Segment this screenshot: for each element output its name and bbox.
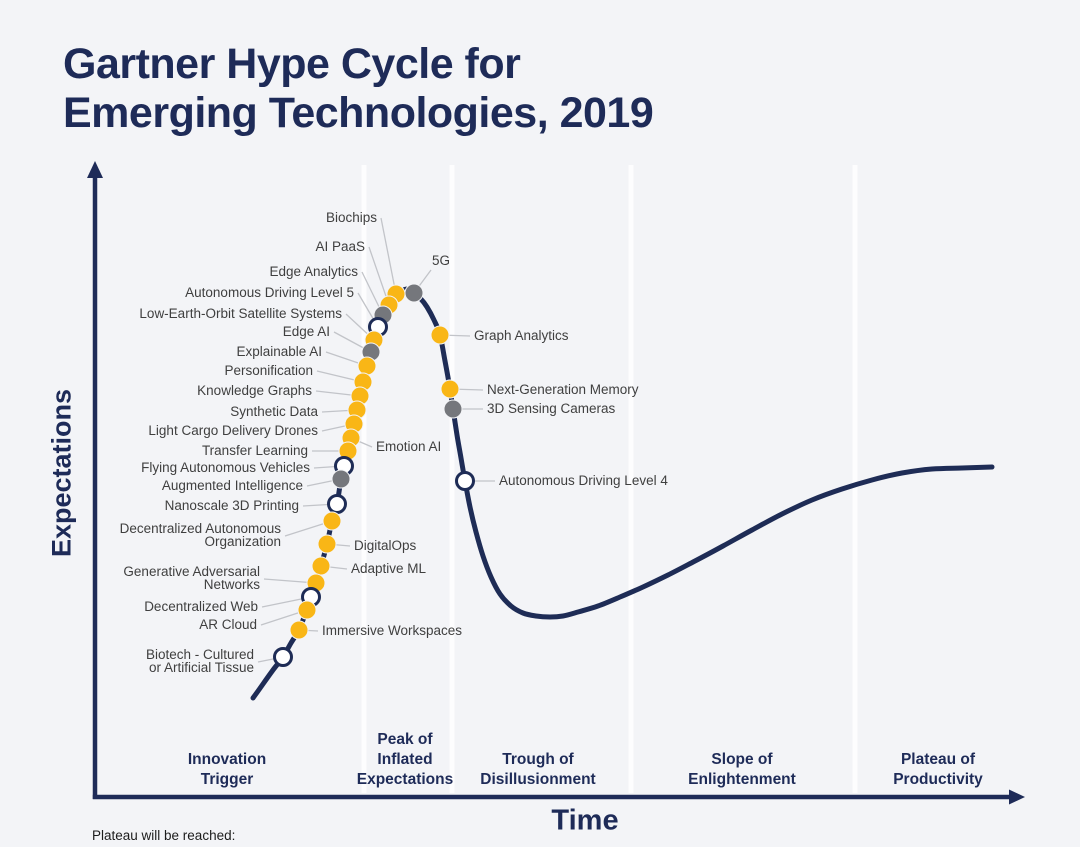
x-axis-label: Time — [551, 804, 619, 837]
phase-label: Innovation Trigger — [187, 751, 267, 788]
tech-label: DigitalOps — [354, 537, 417, 553]
leader-line — [380, 217, 397, 295]
tech-label: Decentralized Web — [144, 598, 258, 614]
tech-dot-white — [273, 647, 293, 667]
tech-dot-yellow — [289, 620, 309, 640]
tech-label: Personification — [224, 362, 313, 378]
tech-label: Autonomous Driving Level 5 — [185, 284, 354, 300]
tech-label: Nanoscale 3D Printing — [164, 497, 299, 513]
tech-label: Generative Adversarial Networks — [123, 564, 260, 592]
tech-dot-yellow — [430, 325, 450, 345]
tech-dot-white — [455, 471, 475, 491]
x-axis-arrow-icon — [1009, 789, 1025, 805]
tech-label: Edge AI — [282, 323, 330, 339]
phase-label: Slope of Enlightenment — [688, 751, 796, 788]
tech-label: Next-Generation Memory — [487, 381, 639, 397]
tech-label: Low-Earth-Orbit Satellite Systems — [139, 305, 342, 321]
tech-label: AI PaaS — [315, 238, 365, 254]
tech-label: Explainable AI — [236, 343, 322, 359]
legend-intro-text: Plateau will be reached: — [92, 828, 236, 843]
tech-label: Biochips — [325, 209, 377, 225]
tech-label: Adaptive ML — [351, 560, 427, 576]
phase-divider — [449, 165, 455, 793]
tech-dot-yellow — [297, 600, 317, 620]
tech-label: Edge Analytics — [269, 263, 358, 279]
tech-label: Immersive Workspaces — [322, 622, 463, 638]
tech-dot-yellow — [322, 511, 342, 531]
tech-label: AR Cloud — [199, 616, 257, 632]
tech-label: Graph Analytics — [474, 327, 569, 343]
leader-line — [368, 246, 390, 306]
tech-dot-gray — [443, 399, 463, 419]
tech-dot-yellow — [440, 379, 460, 399]
tech-dot-yellow — [311, 556, 331, 576]
phase-divider — [628, 165, 634, 793]
page-title: Gartner Hype Cycle for Emerging Technolo… — [63, 40, 654, 138]
phase-divider — [852, 165, 858, 793]
tech-dot-gray — [331, 469, 351, 489]
tech-label: Decentralized Autonomous Organization — [119, 521, 281, 549]
tech-label: Transfer Learning — [201, 442, 308, 458]
y-axis-label: Expectations — [46, 388, 77, 558]
phase-label: Trough of Disillusionment — [480, 751, 596, 788]
tech-dot-yellow — [317, 534, 337, 554]
tech-label: Flying Autonomous Vehicles — [141, 459, 310, 475]
tech-dot-yellow — [357, 356, 377, 376]
page-title-line1: Gartner Hype Cycle for — [63, 40, 521, 88]
tech-label: Synthetic Data — [230, 403, 318, 419]
tech-label: Knowledge Graphs — [197, 382, 312, 398]
tech-label: Emotion AI — [376, 438, 442, 454]
phase-label: Plateau of Productivity — [893, 751, 983, 788]
phase-label: Peak of Inflated Expectations — [356, 731, 454, 788]
tech-label: Autonomous Driving Level 4 — [499, 472, 668, 488]
tech-dot-gray — [404, 283, 424, 303]
tech-dot-white — [327, 494, 347, 514]
tech-label: 5G — [432, 252, 451, 268]
tech-label: Augmented Intelligence — [161, 477, 303, 493]
y-axis-arrow-icon — [87, 161, 103, 178]
tech-label: 3D Sensing Cameras — [487, 400, 616, 416]
tech-label: Light Cargo Delivery Drones — [148, 422, 318, 438]
tech-label: Biotech - Cultured or Artificial Tissue — [145, 647, 254, 675]
phase-divider — [361, 165, 367, 793]
page-title-line2: Emerging Technologies, 2019 — [63, 89, 654, 137]
